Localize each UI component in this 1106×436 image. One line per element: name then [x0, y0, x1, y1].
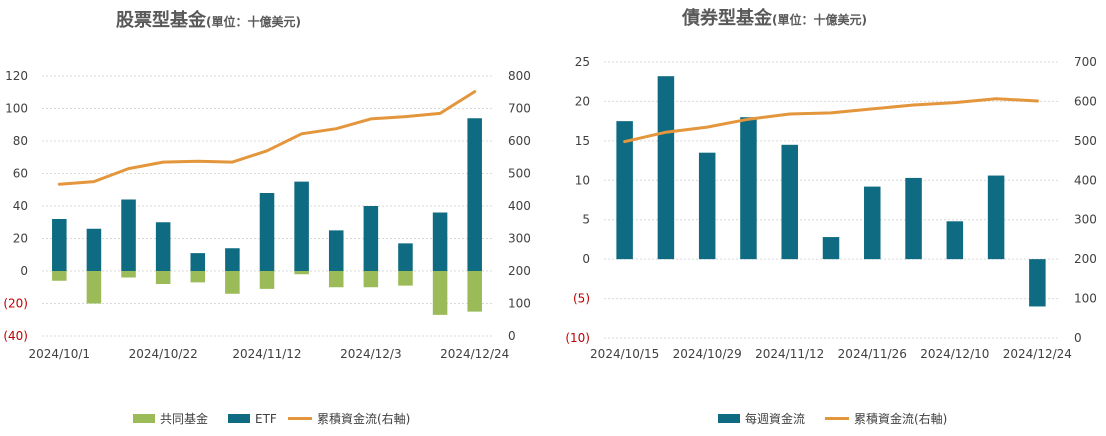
- chart2-legend-label: 每週資金流: [745, 411, 805, 426]
- chart1-left-tick-label: 80: [13, 134, 28, 148]
- chart1-left-tick-label: 100: [5, 102, 28, 116]
- chart2-cumulative-line: [623, 97, 1039, 144]
- chart1-bar-etf: [398, 243, 413, 271]
- chart1-bar-etf: [328, 230, 344, 271]
- chart1-right-tick-label: 400: [508, 199, 531, 213]
- chart1-right-tick-label: 700: [508, 102, 531, 116]
- chart1-right-tick-label: 200: [508, 264, 531, 278]
- chart2-left-tick-label: 10: [575, 173, 590, 187]
- chart1-legend-label: 累積資金流(右軸): [317, 411, 410, 426]
- chart2-x-tick-label: 2024/12/10: [920, 347, 989, 361]
- chart2-left-tick-label: 15: [575, 134, 590, 148]
- chart1-x-tick-label: 2024/11/12: [232, 347, 301, 361]
- chart2-bar-weekly: [946, 221, 964, 260]
- chart2-left-tick-label: 0: [582, 252, 590, 266]
- chart1-x-tick-label: 2024/10/1: [29, 347, 91, 361]
- chart2-x-tick-label: 2024/11/26: [838, 347, 907, 361]
- chart1-bar-etf: [52, 219, 67, 271]
- chart1-bar-etf: [432, 212, 448, 271]
- chart2-bar-weekly: [740, 117, 757, 260]
- chart1-legend-label: 共同基金: [160, 411, 208, 426]
- chart1-bar-etf: [155, 222, 171, 271]
- chart1-bar-mutual: [294, 271, 309, 275]
- chart1-right-tick-label: 600: [508, 134, 531, 148]
- chart2-right-tick-label: 700: [1074, 55, 1097, 69]
- chart2-x-tick-label: 2024/10/15: [590, 347, 659, 361]
- chart1-cumulative-line: [57, 90, 477, 186]
- chart2-legend-label: 累積資金流(右軸): [854, 411, 947, 426]
- chart2-right-tick-label: 200: [1074, 252, 1097, 266]
- chart2-bar-weekly: [905, 177, 922, 260]
- chart2-right-tick-label: 600: [1074, 94, 1097, 108]
- chart2-bar-weekly: [822, 237, 840, 260]
- chart2-bar-weekly: [781, 144, 798, 260]
- chart1-left-tick-label: (40): [3, 329, 28, 343]
- chart1-title-unit: (單位：十億美元): [206, 14, 301, 29]
- chart1-bar-etf: [467, 118, 482, 271]
- chart1-right-tick-label: 300: [508, 232, 531, 246]
- chart1-bar-etf: [86, 228, 102, 271]
- chart2-x-tick-label: 2024/11/12: [755, 347, 824, 361]
- chart1-left-tick-label: (20): [3, 297, 28, 311]
- chart1-bar-mutual: [363, 271, 379, 288]
- chart1-bar-mutual: [121, 271, 136, 278]
- chart1-right-tick-label: 800: [508, 69, 531, 83]
- chart1-bar-mutual: [52, 271, 67, 281]
- chart1-bar-etf: [294, 181, 309, 271]
- chart1-right-tick-label: 0: [508, 329, 516, 343]
- chart1-left-tick-label: 40: [13, 199, 28, 213]
- chart2-left-tick-label: (10): [565, 331, 590, 345]
- chart2-bar-weekly: [616, 121, 633, 260]
- chart2-legend-swatch: [718, 414, 740, 423]
- chart1-bar-mutual: [86, 271, 102, 304]
- chart1-bar-etf: [225, 248, 240, 271]
- chart2-right-tick-label: 300: [1074, 213, 1097, 227]
- chart1-right-tick-label: 500: [508, 167, 531, 181]
- chart1-bar-mutual: [328, 271, 344, 288]
- chart1-x-tick-label: 2024/12/24: [440, 347, 509, 361]
- chart1-bar-mutual: [259, 271, 275, 289]
- chart1-legend-label: ETF: [255, 412, 277, 426]
- chart1-left-tick-label: 120: [5, 69, 28, 83]
- chart2-title-unit: (單位：十億美元): [772, 12, 867, 27]
- chart1-left-tick-label: 60: [13, 167, 28, 181]
- chart2-bar-weekly: [987, 175, 1005, 260]
- chart2-bar-weekly: [1029, 259, 1046, 307]
- chart2-title: 債券型基金(單位：十億美元): [681, 7, 867, 29]
- chart1-bar-mutual: [467, 271, 482, 312]
- chart1-right-tick-label: 100: [508, 297, 531, 311]
- chart2-right-tick-label: 100: [1074, 292, 1097, 306]
- chart2-right-tick-label: 500: [1074, 134, 1097, 148]
- chart2-left-tick-label: 20: [575, 94, 590, 108]
- chart2-x-tick-label: 2024/10/29: [673, 347, 742, 361]
- chart1-x-tick-label: 2024/12/3: [340, 347, 402, 361]
- chart2-right-tick-label: 0: [1074, 331, 1082, 345]
- chart2-left-tick-label: (5): [573, 292, 590, 306]
- chart1-bar-mutual: [225, 271, 240, 294]
- chart1-x-tick-label: 2024/10/22: [129, 347, 198, 361]
- chart2-left-tick-label: 5: [582, 213, 590, 227]
- chart2-bar-weekly: [657, 76, 675, 260]
- chart1-title: 股票型基金(單位：十億美元): [115, 9, 301, 31]
- chart2-right-tick-label: 400: [1074, 173, 1097, 187]
- chart1-bar-mutual: [155, 271, 171, 284]
- chart1-bar-mutual: [398, 271, 413, 286]
- chart1-bar-mutual: [432, 271, 448, 315]
- chart1-legend-swatch: [133, 414, 155, 423]
- chart2-bar-weekly: [698, 152, 716, 260]
- chart2-x-tick-label: 2024/12/24: [1003, 347, 1072, 361]
- chart1-bar-etf: [190, 253, 206, 271]
- chart1-bar-etf: [259, 193, 275, 271]
- chart1-bar-mutual: [190, 271, 206, 283]
- chart1-left-tick-label: 0: [20, 264, 28, 278]
- chart1-left-tick-label: 20: [13, 232, 28, 246]
- chart1-legend-swatch: [228, 414, 250, 423]
- chart2-left-tick-label: 25: [575, 55, 590, 69]
- chart1-bar-etf: [363, 206, 379, 271]
- chart1-bar-etf: [121, 199, 136, 271]
- chart2-bar-weekly: [864, 186, 881, 260]
